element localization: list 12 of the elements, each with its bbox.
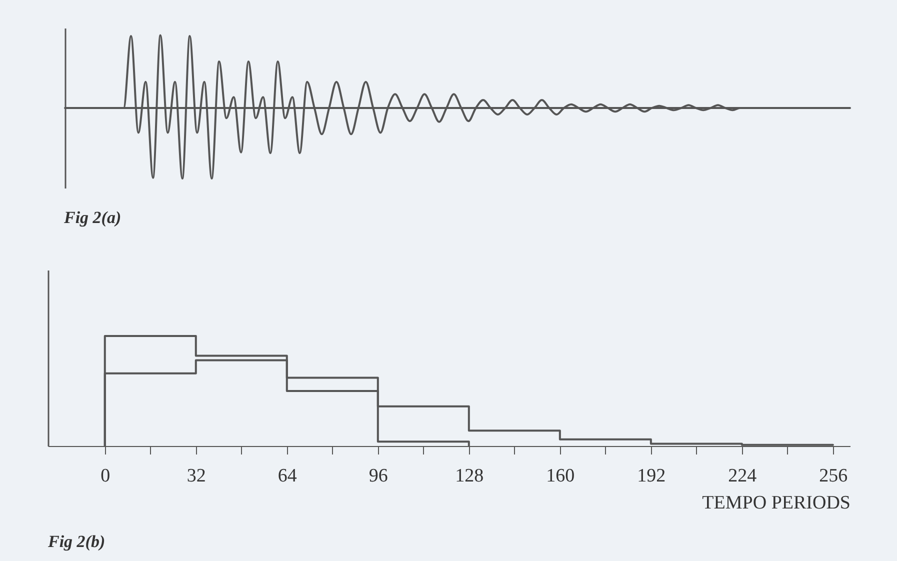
x-tick-label: 128: [455, 466, 484, 486]
x-tick-label: 32: [186, 466, 206, 486]
caption: Fig 2(a): [63, 208, 122, 227]
x-tick-label: 64: [278, 466, 298, 486]
x-tick-label: 160: [546, 466, 575, 486]
x-tick-label: 224: [728, 466, 758, 486]
x-tick-label: 0: [100, 466, 110, 486]
x-tick-label: 192: [637, 466, 666, 486]
x-axis-title: TEMPO PERIODS: [702, 492, 850, 514]
x-tick-label: 256: [819, 466, 848, 486]
caption: Fig 2(b): [47, 532, 106, 551]
x-tick-label: 96: [368, 466, 388, 486]
